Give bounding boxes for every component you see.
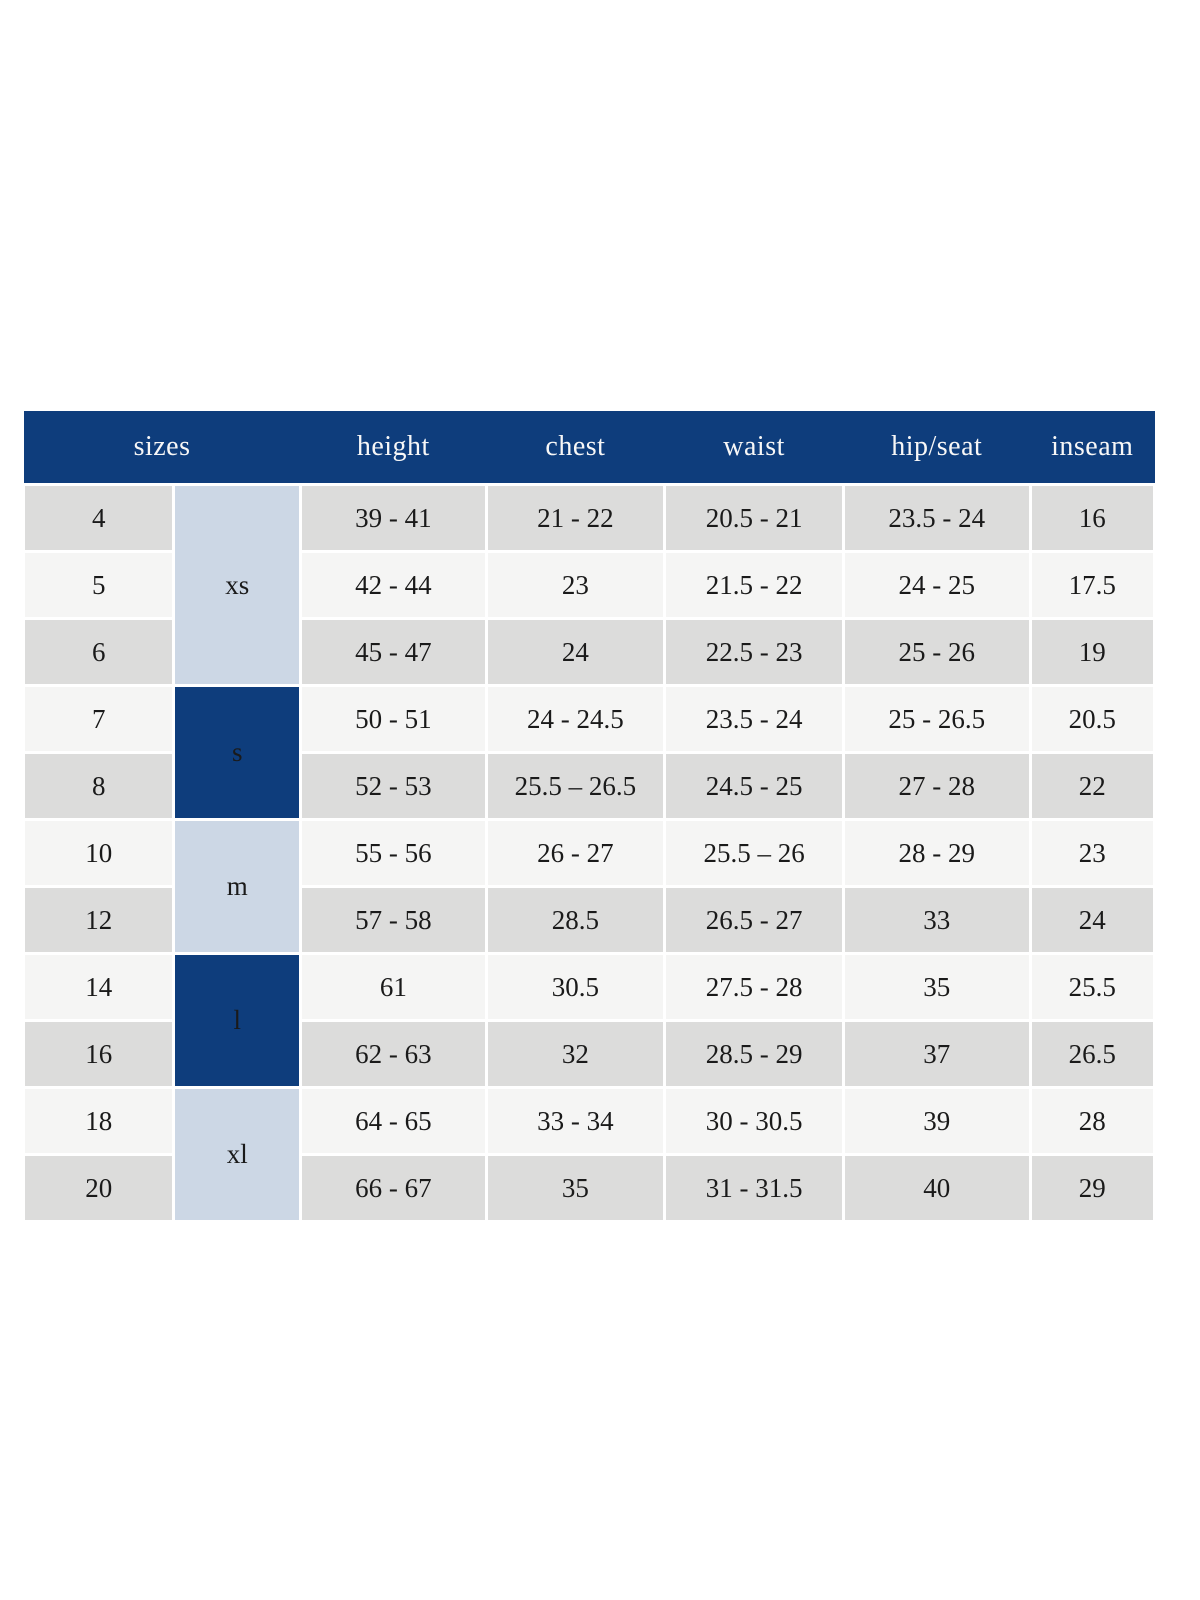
table-row: 4 xs 39 - 41 21 - 22 20.5 - 21 23.5 - 24… [21, 483, 1157, 687]
chest-cell: 21 - 22 [484, 483, 667, 553]
size-chart-table: sizes height chest waist hip/seat inseam… [21, 411, 1157, 1223]
group-cell-m: m [172, 818, 303, 955]
size-cell: 18 [21, 1086, 176, 1156]
header-sizes: sizes [23, 411, 301, 485]
chest-cell: 30.5 [484, 952, 667, 1022]
height-cell: 64 - 65 [299, 1086, 488, 1156]
table-row: 18 xl 64 - 65 33 - 34 30 - 30.5 39 28 [21, 1086, 1157, 1223]
waist-cell: 24.5 - 25 [663, 751, 845, 821]
height-cell: 55 - 56 [299, 818, 488, 888]
size-cell: 5 [21, 550, 176, 620]
waist-cell: 22.5 - 23 [663, 617, 845, 687]
height-cell: 45 - 47 [299, 617, 488, 687]
waist-cell: 31 - 31.5 [663, 1153, 845, 1223]
hip-seat-cell: 35 [841, 952, 1032, 1022]
chest-cell: 26 - 27 [484, 818, 667, 888]
chest-cell: 33 - 34 [484, 1086, 667, 1156]
inseam-cell: 24 [1028, 885, 1157, 955]
chest-cell: 24 - 24.5 [484, 684, 667, 754]
hip-seat-cell: 28 - 29 [841, 818, 1032, 888]
header-inseam: inseam [1030, 411, 1155, 485]
group-cell-xs: xs [172, 483, 303, 687]
height-cell: 42 - 44 [299, 550, 488, 620]
waist-cell: 26.5 - 27 [663, 885, 845, 955]
inseam-cell: 23 [1028, 818, 1157, 888]
table-row: 6 45 - 47 24 22.5 - 23 25 - 26 19 [21, 617, 1157, 687]
table-row: 5 42 - 44 23 21.5 - 22 24 - 25 17.5 [21, 550, 1157, 620]
height-cell: 62 - 63 [299, 1019, 488, 1089]
hip-seat-cell: 23.5 - 24 [841, 483, 1032, 553]
table-row: 7 s 50 - 51 24 - 24.5 23.5 - 24 25 - 26.… [21, 684, 1157, 821]
chest-cell: 23 [484, 550, 667, 620]
table-row: 10 m 55 - 56 26 - 27 25.5 – 26 28 - 29 2… [21, 818, 1157, 955]
height-cell: 50 - 51 [299, 684, 488, 754]
inseam-cell: 19 [1028, 617, 1157, 687]
chest-cell: 28.5 [484, 885, 667, 955]
header-hip-seat: hip/seat [843, 411, 1031, 485]
height-cell: 52 - 53 [299, 751, 488, 821]
inseam-cell: 22 [1028, 751, 1157, 821]
header-height: height [300, 411, 487, 485]
hip-seat-cell: 25 - 26.5 [841, 684, 1032, 754]
chest-cell: 32 [484, 1019, 667, 1089]
hip-seat-cell: 25 - 26 [841, 617, 1032, 687]
height-cell: 61 [299, 952, 488, 1022]
inseam-cell: 25.5 [1028, 952, 1157, 1022]
size-cell: 7 [21, 684, 176, 754]
hip-seat-cell: 27 - 28 [841, 751, 1032, 821]
header-chest: chest [486, 411, 665, 485]
inseam-cell: 16 [1028, 483, 1157, 553]
size-cell: 16 [21, 1019, 176, 1089]
waist-cell: 30 - 30.5 [663, 1086, 845, 1156]
group-cell-l: l [172, 952, 303, 1089]
header-waist: waist [664, 411, 844, 485]
table-row: 14 l 61 30.5 27.5 - 28 35 25.5 [21, 952, 1157, 1089]
size-cell: 12 [21, 885, 176, 955]
size-cell: 4 [21, 483, 176, 553]
group-cell-s: s [172, 684, 303, 821]
size-cell: 14 [21, 952, 176, 1022]
waist-cell: 27.5 - 28 [663, 952, 845, 1022]
height-cell: 39 - 41 [299, 483, 488, 553]
header-row: sizes height chest waist hip/seat inseam [23, 411, 1155, 485]
hip-seat-cell: 40 [841, 1153, 1032, 1223]
waist-cell: 28.5 - 29 [663, 1019, 845, 1089]
chest-cell: 35 [484, 1153, 667, 1223]
size-cell: 10 [21, 818, 176, 888]
table-row: 12 57 - 58 28.5 26.5 - 27 33 24 [21, 885, 1157, 955]
inseam-cell: 29 [1028, 1153, 1157, 1223]
inseam-cell: 17.5 [1028, 550, 1157, 620]
size-cell: 8 [21, 751, 176, 821]
hip-seat-cell: 37 [841, 1019, 1032, 1089]
inseam-cell: 26.5 [1028, 1019, 1157, 1089]
chest-cell: 24 [484, 617, 667, 687]
group-cell-xl: xl [172, 1086, 303, 1223]
waist-cell: 20.5 - 21 [663, 483, 845, 553]
inseam-cell: 20.5 [1028, 684, 1157, 754]
height-cell: 57 - 58 [299, 885, 488, 955]
size-cell: 20 [21, 1153, 176, 1223]
table-row: 20 66 - 67 35 31 - 31.5 40 29 [21, 1153, 1157, 1223]
hip-seat-cell: 24 - 25 [841, 550, 1032, 620]
height-cell: 66 - 67 [299, 1153, 488, 1223]
hip-seat-cell: 39 [841, 1086, 1032, 1156]
waist-cell: 23.5 - 24 [663, 684, 845, 754]
waist-cell: 21.5 - 22 [663, 550, 845, 620]
inseam-cell: 28 [1028, 1086, 1157, 1156]
table-row: 16 62 - 63 32 28.5 - 29 37 26.5 [21, 1019, 1157, 1089]
chest-cell: 25.5 – 26.5 [484, 751, 667, 821]
hip-seat-cell: 33 [841, 885, 1032, 955]
waist-cell: 25.5 – 26 [663, 818, 845, 888]
table-row: 8 52 - 53 25.5 – 26.5 24.5 - 25 27 - 28 … [21, 751, 1157, 821]
size-cell: 6 [21, 617, 176, 687]
